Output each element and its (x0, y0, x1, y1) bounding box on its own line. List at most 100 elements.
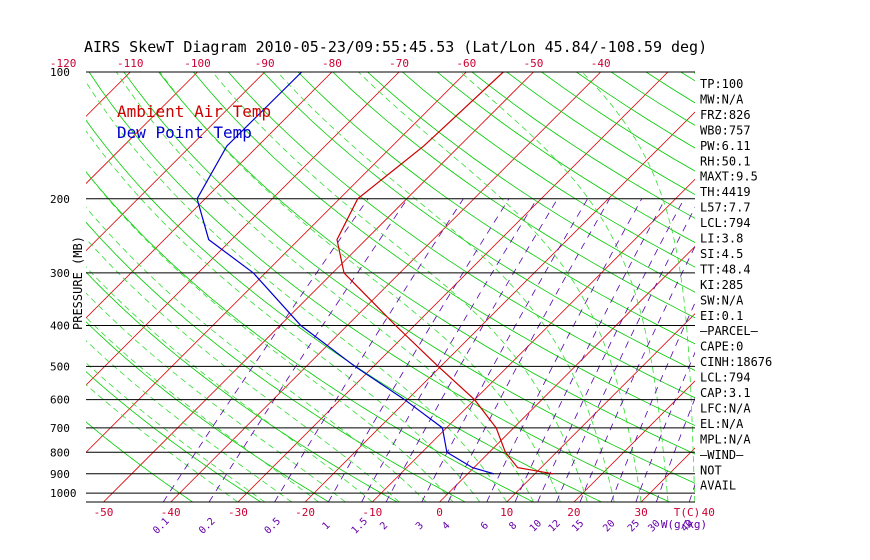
dry-adiabat (506, 72, 695, 195)
moist-adiabat (159, 72, 561, 502)
index-label: SI:4.5 (700, 247, 743, 261)
moist-adiabat (86, 238, 400, 502)
isotherm-line (86, 72, 198, 185)
index-label: MW:N/A (700, 93, 744, 107)
index-label: LFC:N/A (700, 401, 751, 415)
legend: Ambient Air Temp Dew Point Temp (117, 102, 271, 142)
mixing-ratio-label: 1 (321, 520, 333, 532)
mixing-ratio-line (274, 198, 464, 502)
pressure-tick-label: 600 (50, 394, 70, 407)
mixing-ratio-label: 6 (479, 520, 491, 532)
dry-adiabat (228, 72, 695, 399)
moist-adiabat (86, 206, 427, 502)
ambient-air-temp-line (336, 72, 554, 475)
index-label: –WIND– (700, 448, 744, 462)
top-temperature-tick-label: -50 (524, 57, 544, 70)
isotherm-line (86, 72, 467, 453)
moist-adiabat (86, 266, 373, 502)
temperature-tick-label: 0 (436, 506, 443, 519)
top-temperature-tick-label: -70 (389, 57, 409, 70)
dry-adiabat (158, 72, 695, 455)
isotherm-line (170, 72, 601, 502)
mixing-ratio-unit-label: W(g/kg) (661, 518, 707, 531)
moist-adiabat (86, 81, 508, 502)
mixing-ratio-label: 0.1 (151, 516, 172, 537)
moist-adiabat (358, 72, 642, 502)
mixing-ratio-label: 3 (414, 520, 426, 532)
mixing-ratio-label: 8 (507, 520, 519, 532)
mixing-ratio-label: 4 (440, 520, 452, 532)
dew-point-temp-line (196, 72, 495, 475)
isotherm-line (843, 72, 870, 502)
temperature-tick-label: 20 (567, 506, 580, 519)
legend-dew-point-temp: Dew Point Temp (117, 123, 252, 142)
pressure-tick-label: 900 (50, 468, 70, 481)
top-temperature-tick-label: -40 (591, 57, 611, 70)
temperature-tick-label: -10 (362, 506, 382, 519)
moist-adiabat (86, 362, 266, 502)
mixing-ratio-line (208, 198, 408, 502)
isotherm-line (86, 72, 400, 386)
isotherm-line (86, 72, 333, 319)
dry-adiabat (88, 72, 670, 502)
dry-adiabat (86, 421, 193, 502)
moist-adiabat (86, 316, 319, 502)
top-temperature-tick-label: -120 (50, 57, 77, 70)
isotherm-line (506, 313, 695, 502)
index-label: FRZ:826 (700, 108, 751, 122)
y-axis-label: PRESSURE (MB) (71, 236, 85, 330)
isotherm-line (573, 380, 695, 502)
dry-adiabat (855, 72, 870, 502)
dry-adiabat (402, 72, 695, 268)
mixing-ratio-label: 15 (570, 518, 586, 534)
isotherm-line (304, 111, 695, 502)
mixing-ratio-label: 12 (547, 518, 563, 534)
mixing-ratio-line (486, 198, 643, 502)
mixing-ratio-line (537, 198, 685, 502)
mixing-ratio-line (635, 351, 695, 502)
pressure-tick-label: 100 (50, 66, 70, 79)
moist-adiabat (115, 72, 534, 502)
pressure-tick-label: 700 (50, 422, 70, 435)
index-label: WB0:757 (700, 123, 751, 137)
index-label: RH:50.1 (700, 154, 751, 168)
index-label: TH:4419 (700, 185, 751, 199)
index-label: TP:100 (700, 77, 743, 91)
isotherm-line (103, 72, 534, 502)
chart-title: AIRS SkewT Diagram 2010-05-23/09:55:45.5… (84, 38, 707, 56)
index-label: EL:N/A (700, 417, 744, 431)
dry-adiabat (86, 221, 466, 502)
index-label: MAXT:9.5 (700, 170, 758, 184)
moist-adiabat (212, 72, 588, 502)
pressure-tick-label: 300 (50, 267, 70, 280)
isotherm-line (237, 72, 669, 502)
mixing-ratio-line (610, 301, 695, 502)
index-label: AVAIL (700, 479, 736, 493)
top-temperature-tick-label: -100 (184, 57, 211, 70)
temperature-tick-label: -40 (161, 506, 181, 519)
index-label: L57:7.7 (700, 201, 751, 215)
index-label: TT:48.4 (700, 262, 751, 276)
dry-adiabat (193, 72, 695, 426)
temperature-tick-label: 10 (500, 506, 513, 519)
index-label: SW:N/A (700, 293, 744, 307)
index-label: NOT (700, 463, 722, 477)
dry-adiabat (86, 321, 330, 502)
index-label: CINH:18676 (700, 355, 772, 369)
legend-ambient-air-temp: Ambient Air Temp (117, 102, 271, 121)
moist-adiabat (86, 171, 454, 502)
moist-adiabat (86, 383, 239, 502)
temperature-tick-label: -20 (295, 506, 315, 519)
mixing-ratio-label: 2 (378, 520, 390, 532)
index-label: CAP:3.1 (700, 386, 751, 400)
index-label: KI:285 (700, 278, 743, 292)
dry-adiabat (436, 72, 695, 243)
series-layer (196, 72, 554, 475)
dry-adiabat (820, 72, 870, 502)
index-label: PW:6.11 (700, 139, 751, 153)
temperature-tick-label: -30 (228, 506, 248, 519)
dry-adiabat (750, 72, 870, 502)
